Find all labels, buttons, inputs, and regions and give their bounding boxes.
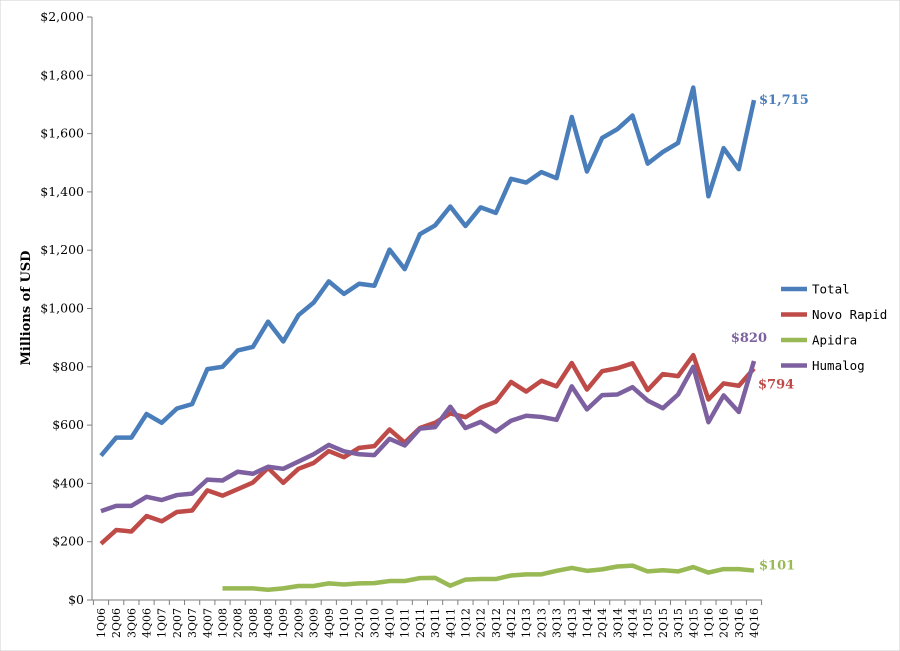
x-tick-label: 2Q08 <box>232 608 245 638</box>
end-label-novo-rapid: $794 <box>758 378 794 393</box>
x-tick-label: 2Q15 <box>657 608 670 638</box>
x-tick-label: 4Q10 <box>384 608 397 638</box>
x-tick-label: 2Q09 <box>292 608 305 638</box>
legend-entry: Total <box>812 282 850 297</box>
x-tick-label: 2Q14 <box>596 608 609 638</box>
end-label-total: $1,715 <box>759 93 809 108</box>
x-tick-label: 4Q14 <box>627 608 640 638</box>
x-tick-label: 3Q10 <box>368 608 381 638</box>
series-line-novo-rapid <box>99 352 756 546</box>
x-tick-label: 1Q15 <box>642 608 655 638</box>
x-tick-label: 3Q09 <box>308 608 321 638</box>
x-tick-label: 4Q09 <box>323 608 336 638</box>
y-tick-label: $200 <box>52 534 84 549</box>
x-tick-label: 3Q14 <box>611 608 624 638</box>
y-tick-label: $2,000 <box>40 9 84 24</box>
y-tick-label: $1,400 <box>40 184 84 199</box>
y-tick-label: $1,800 <box>40 67 84 82</box>
x-tick-label: 1Q10 <box>338 608 351 638</box>
end-label-apidra: $101 <box>759 559 795 574</box>
x-tick-label: 2Q12 <box>475 608 488 638</box>
x-tick-label: 2Q07 <box>171 608 184 638</box>
x-tick-label: 1Q06 <box>95 608 108 638</box>
x-tick-label: 3Q15 <box>672 608 685 638</box>
x-tick-label: 4Q16 <box>748 608 761 638</box>
y-tick-label: $0 <box>68 592 84 607</box>
end-label-humalog: $820 <box>731 331 767 346</box>
x-tick-label: 4Q11 <box>444 608 457 638</box>
x-tick-label: 1Q08 <box>216 608 229 638</box>
x-tick-label: 2Q10 <box>353 608 366 638</box>
y-tick-label: $1,000 <box>40 301 84 316</box>
x-tick-label: 3Q12 <box>490 608 503 638</box>
y-tick-label: $400 <box>52 475 84 490</box>
series-line-total <box>99 85 757 458</box>
x-tick-label: 1Q11 <box>399 608 412 638</box>
x-tick-label: 1Q07 <box>156 608 169 638</box>
x-tick-label: 2Q13 <box>535 608 548 638</box>
x-tick-label: 1Q12 <box>459 608 472 638</box>
legend-entry: Apidra <box>812 333 857 348</box>
y-axis-label: Millions of USD <box>19 251 34 366</box>
x-tick-label: 4Q13 <box>566 608 579 638</box>
x-tick-label: 2Q16 <box>718 608 731 638</box>
legend-entry: Humalog <box>812 358 865 373</box>
x-tick-label: 4Q08 <box>262 608 275 638</box>
x-tick-label: 2Q11 <box>414 608 427 638</box>
x-tick-label: 3Q07 <box>186 608 199 638</box>
x-tick-label: 4Q15 <box>687 608 700 638</box>
y-tick-label: $1,200 <box>40 242 84 257</box>
legend-entry: Novo Rapid <box>812 307 887 322</box>
x-tick-label: 4Q06 <box>141 608 154 638</box>
x-tick-label: 2Q06 <box>110 608 123 638</box>
y-tick-label: $600 <box>52 417 84 432</box>
x-tick-label: 3Q13 <box>551 608 564 638</box>
x-tick-label: 4Q07 <box>201 608 214 638</box>
x-tick-label: 1Q13 <box>520 608 533 638</box>
y-tick-label: $800 <box>52 359 84 374</box>
series-line-apidra <box>222 563 755 593</box>
x-tick-label: 3Q16 <box>733 608 746 638</box>
x-tick-label: 4Q12 <box>505 608 518 638</box>
x-tick-label: 3Q11 <box>429 608 442 638</box>
y-tick-label: $1,600 <box>40 126 84 141</box>
x-tick-label: 1Q16 <box>702 608 715 638</box>
series-line-humalog <box>100 360 757 514</box>
x-tick-label: 1Q09 <box>277 608 290 638</box>
x-tick-label: 1Q14 <box>581 608 594 638</box>
x-tick-label: 3Q08 <box>247 608 260 638</box>
x-tick-label: 3Q06 <box>125 608 138 638</box>
